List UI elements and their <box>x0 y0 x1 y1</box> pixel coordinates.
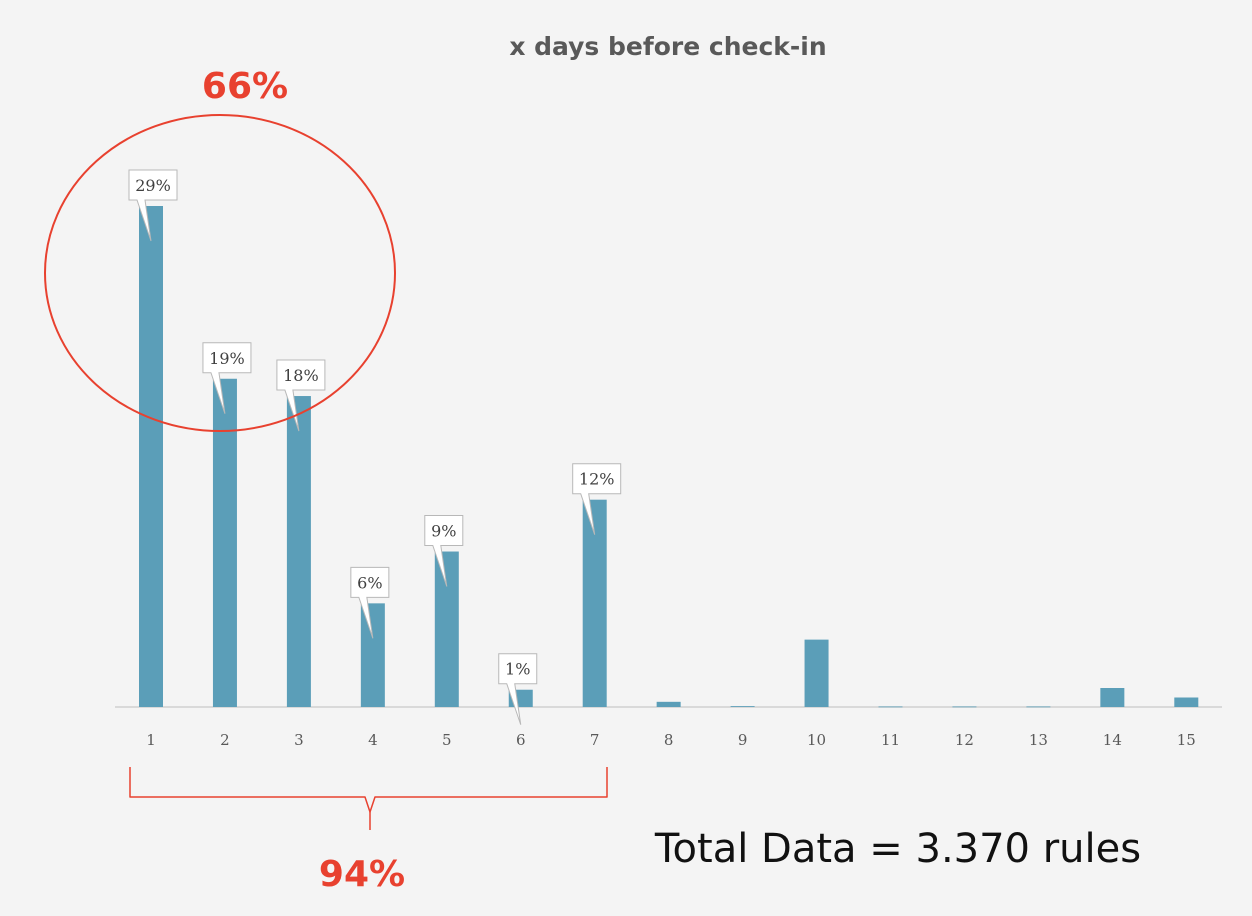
bar-9 <box>730 706 755 707</box>
x-tick-label: 8 <box>664 731 674 749</box>
x-tick-label: 14 <box>1103 731 1122 749</box>
data-label-text: 6% <box>357 573 382 592</box>
data-label-text: 12% <box>579 470 615 489</box>
x-tick-label: 1 <box>146 731 156 749</box>
data-label-box <box>128 169 178 242</box>
x-tick-label: 9 <box>738 731 748 749</box>
x-tick-labels: 1 2 3 4 5 6 7 8 9 10 11 12 13 14 15 <box>146 731 1196 749</box>
data-label-text: 9% <box>431 522 456 541</box>
bar-7 <box>582 499 607 707</box>
data-label-text: 29% <box>135 176 171 195</box>
data-label-1: 29% <box>128 169 178 242</box>
x-tick-label: 2 <box>220 731 230 749</box>
bars-group <box>139 206 1199 708</box>
x-tick-label: 4 <box>368 731 378 749</box>
brace-annotation-label: 94% <box>319 854 405 895</box>
data-label-4: 6% <box>350 566 390 639</box>
x-tick-label: 5 <box>442 731 452 749</box>
chart-title: x days before check-in <box>509 32 826 61</box>
x-tick-label: 15 <box>1177 731 1196 749</box>
x-tick-label: 11 <box>881 731 900 749</box>
data-label-callouts: 29% 19% 18% 6% 9% 1% 12% <box>128 169 622 725</box>
bar-1 <box>139 206 163 707</box>
bar-12 <box>952 706 977 708</box>
data-label-box <box>202 342 252 414</box>
data-label-box <box>276 359 326 432</box>
data-label-box <box>498 653 538 725</box>
bar-10 <box>804 639 829 707</box>
brace-bracket <box>129 767 608 813</box>
total-data-text: Total Data = 3.370 rules <box>654 826 1141 872</box>
bar-2 <box>212 378 237 707</box>
data-label-7: 12% <box>572 463 622 535</box>
bar-3 <box>286 396 311 707</box>
data-label-text: 1% <box>505 660 530 679</box>
bar-14 <box>1100 687 1125 707</box>
bar-11 <box>878 706 903 708</box>
data-label-box <box>424 515 464 587</box>
x-tick-label: 13 <box>1029 731 1048 749</box>
data-label-5: 9% <box>424 515 464 587</box>
data-label-box <box>350 566 390 639</box>
x-tick-label: 7 <box>590 731 600 749</box>
bar-5 <box>434 551 459 707</box>
bar-8 <box>656 701 681 707</box>
data-label-3: 18% <box>276 359 326 432</box>
data-label-text: 18% <box>283 366 319 385</box>
data-label-6: 1% <box>498 653 538 725</box>
bar-4 <box>360 603 385 707</box>
x-tick-label: 12 <box>955 731 974 749</box>
circle-annotation-label: 66% <box>202 66 288 107</box>
highlight-ellipse <box>44 114 396 432</box>
bar-15 <box>1174 697 1199 707</box>
data-label-2: 19% <box>202 342 252 414</box>
x-tick-label: 3 <box>294 731 304 749</box>
data-label-box <box>572 463 622 535</box>
x-tick-label: 10 <box>807 731 826 749</box>
bar-13 <box>1026 706 1051 708</box>
x-tick-label: 6 <box>516 731 526 749</box>
data-label-text: 19% <box>209 349 245 368</box>
